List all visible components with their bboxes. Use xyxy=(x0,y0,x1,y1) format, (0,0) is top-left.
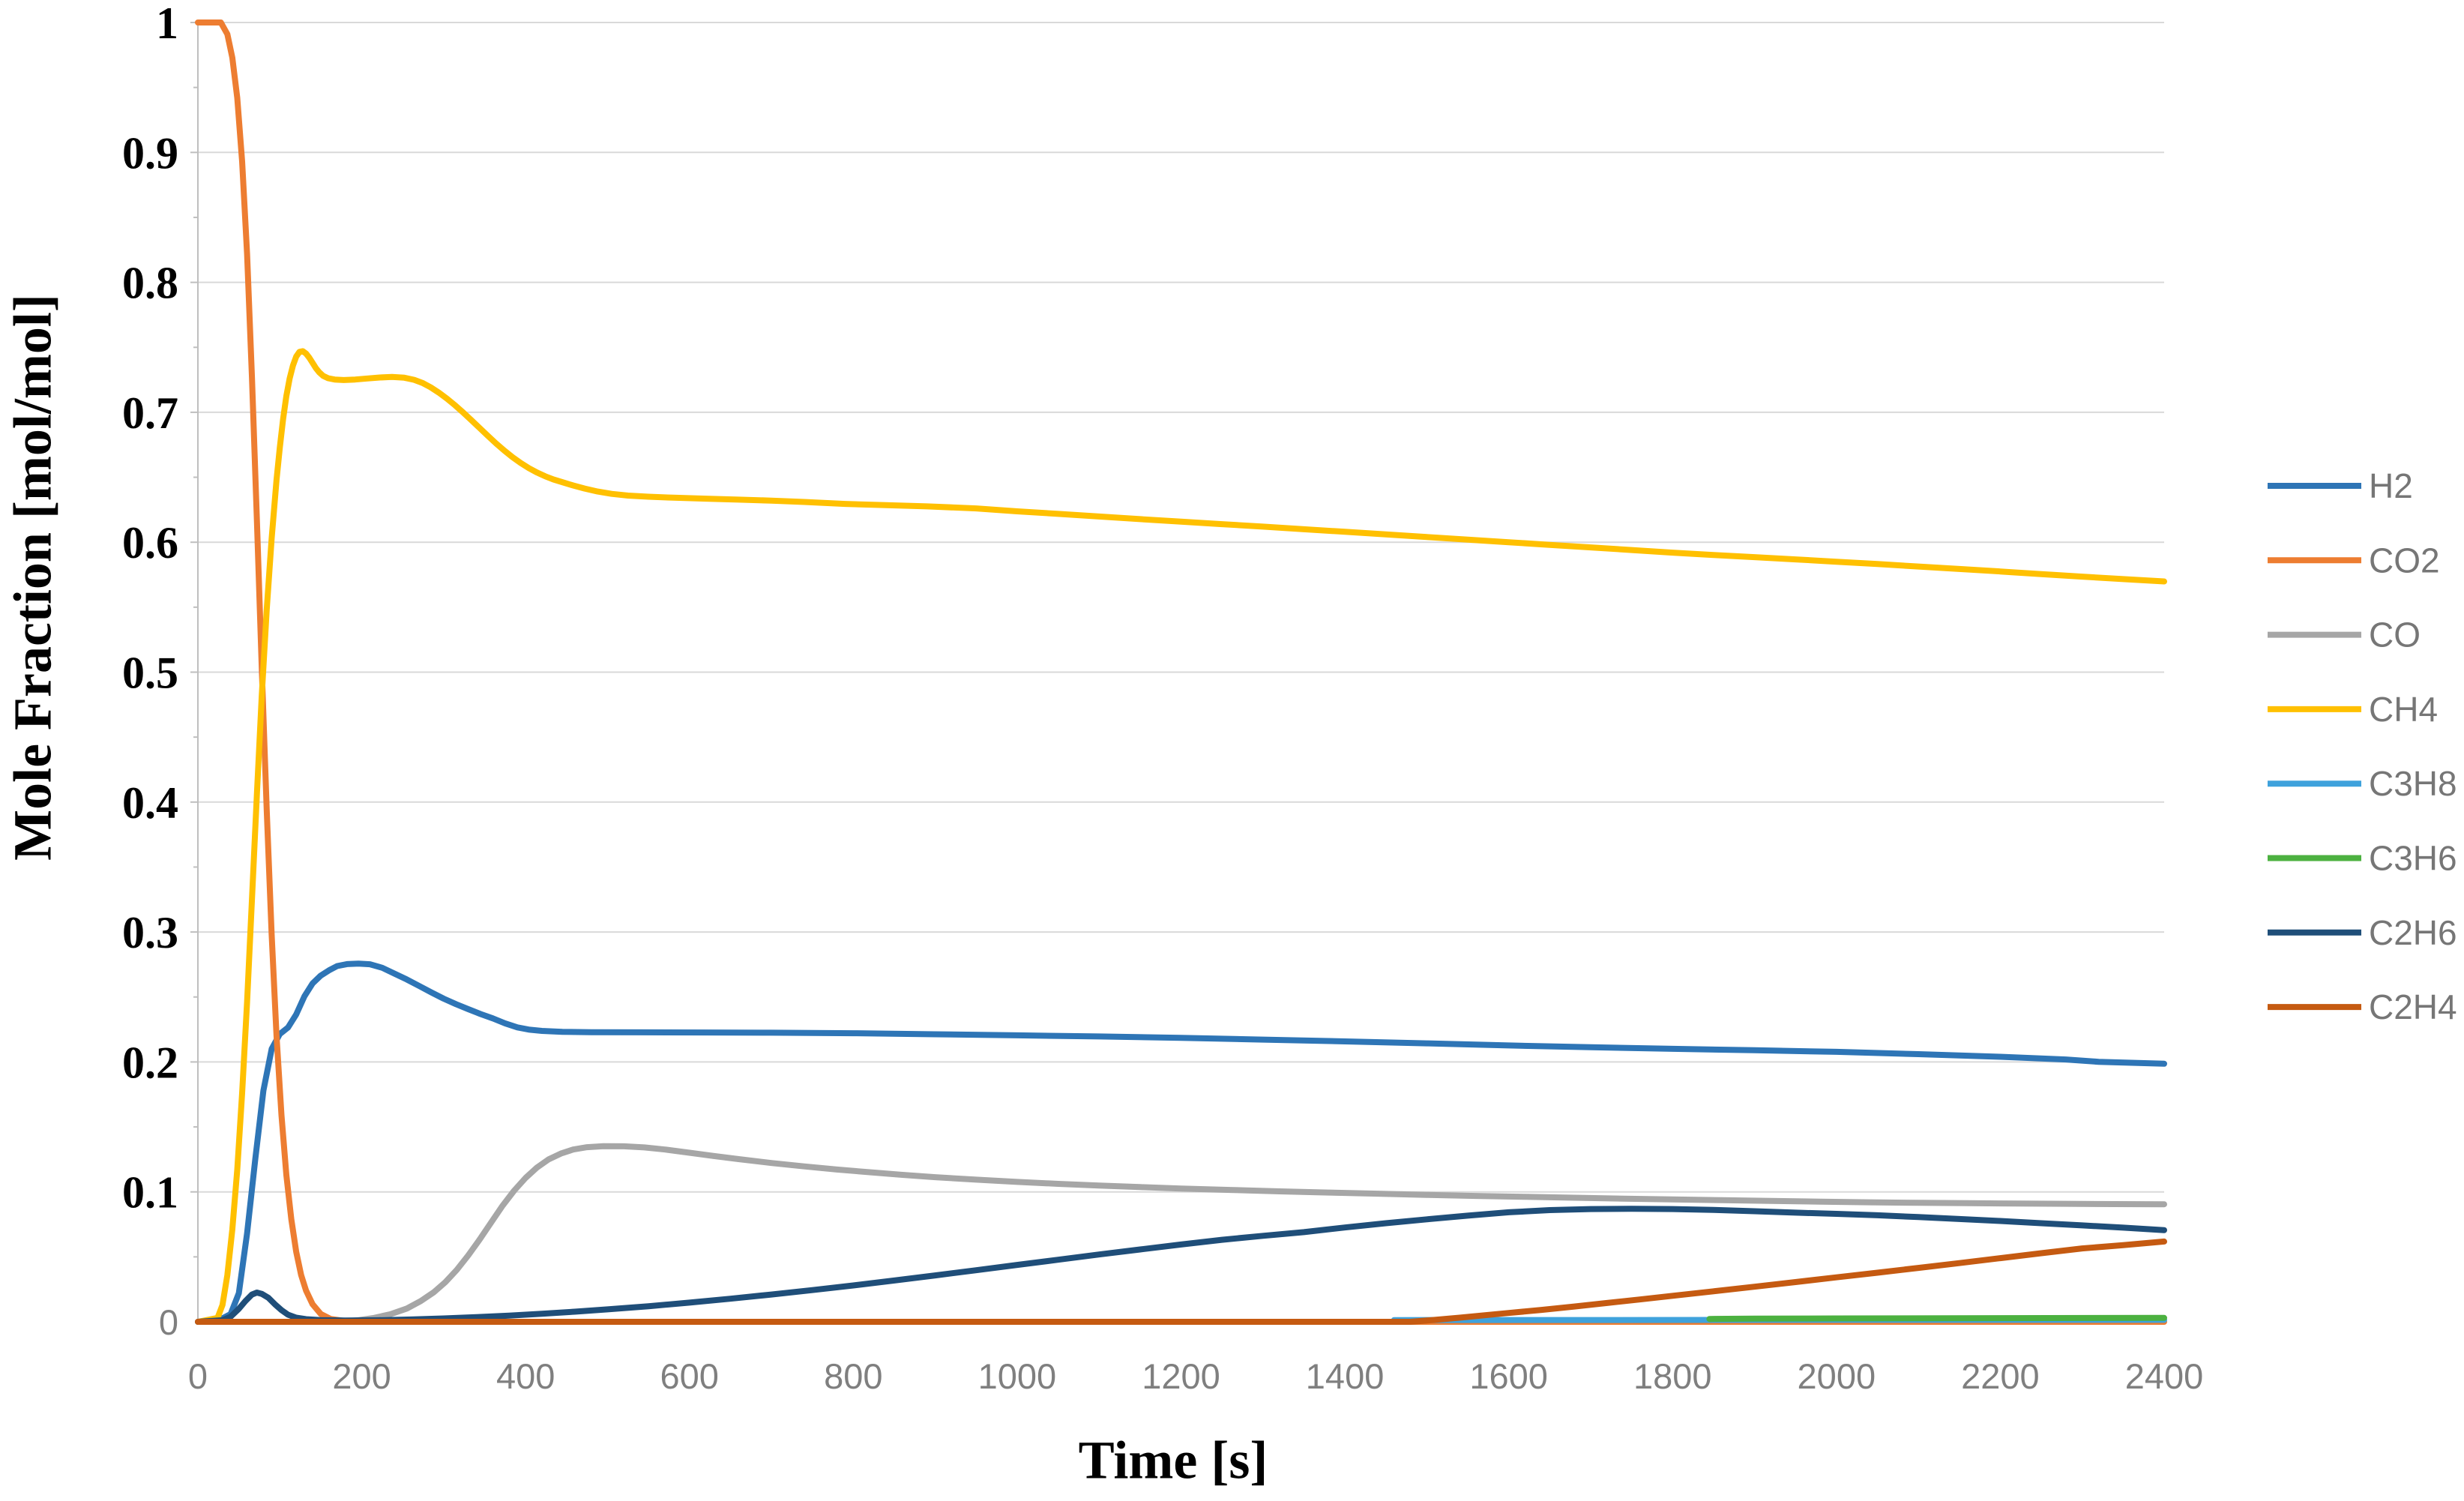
y-tick-label-0.8: 0.8 xyxy=(122,259,178,308)
y-tick-label-0.7: 0.7 xyxy=(122,388,178,438)
y-tick-label-0.6: 0.6 xyxy=(122,518,178,568)
x-tick-label-200: 200 xyxy=(332,1356,391,1396)
series-line-C2H6 xyxy=(195,1206,2167,1325)
x-tick-label-400: 400 xyxy=(496,1356,555,1396)
legend-label-CO: CO xyxy=(2369,616,2421,655)
legend-label-C3H8: C3H8 xyxy=(2369,764,2457,803)
series-line-H2 xyxy=(195,960,2167,1325)
legend-label-CH4: CH4 xyxy=(2369,690,2438,729)
series-line-CH4 xyxy=(195,348,2167,1325)
x-tick-label-2200: 2200 xyxy=(1961,1356,2040,1396)
y-tick-label-0.1: 0.1 xyxy=(122,1168,178,1218)
x-tick-label-1400: 1400 xyxy=(1306,1356,1385,1396)
y-axis-title: Mole Fraction [mol/mol] xyxy=(2,294,63,861)
series-line-CO2 xyxy=(195,19,2167,1325)
x-axis-title: Time [s] xyxy=(1078,1430,1268,1491)
x-tick-label-2400: 2400 xyxy=(2125,1356,2204,1396)
y-tick-label-0.9: 0.9 xyxy=(122,128,178,178)
x-tick-label-600: 600 xyxy=(660,1356,719,1396)
x-tick-label-1800: 1800 xyxy=(1633,1356,1712,1396)
y-tick-label-0.3: 0.3 xyxy=(122,908,178,957)
legend-label-C3H6: C3H6 xyxy=(2369,839,2457,878)
series-line-CO xyxy=(195,1143,2167,1325)
series-line-C2H4 xyxy=(195,1238,2167,1325)
y-tick-label-0.4: 0.4 xyxy=(122,778,178,828)
x-tick-label-1200: 1200 xyxy=(1142,1356,1220,1396)
x-tick-label-1000: 1000 xyxy=(978,1356,1057,1396)
x-tick-label-2000: 2000 xyxy=(1798,1356,1876,1396)
x-tick-label-0: 0 xyxy=(188,1356,208,1396)
y-tick-label-1: 1 xyxy=(156,0,178,48)
y-tick-label-0.2: 0.2 xyxy=(122,1038,178,1087)
legend-label-H2: H2 xyxy=(2369,466,2413,505)
legend-label-C2H4: C2H4 xyxy=(2369,987,2457,1026)
y-tick-label-0.5: 0.5 xyxy=(122,649,178,698)
x-tick-label-1600: 1600 xyxy=(1469,1356,1548,1396)
y-tick-label-0: 0 xyxy=(159,1302,178,1342)
series-line-C3H6 xyxy=(1706,1314,2167,1323)
x-tick-label-800: 800 xyxy=(824,1356,882,1396)
legend-label-C2H6: C2H6 xyxy=(2369,913,2457,952)
legend-label-CO2: CO2 xyxy=(2369,541,2440,580)
